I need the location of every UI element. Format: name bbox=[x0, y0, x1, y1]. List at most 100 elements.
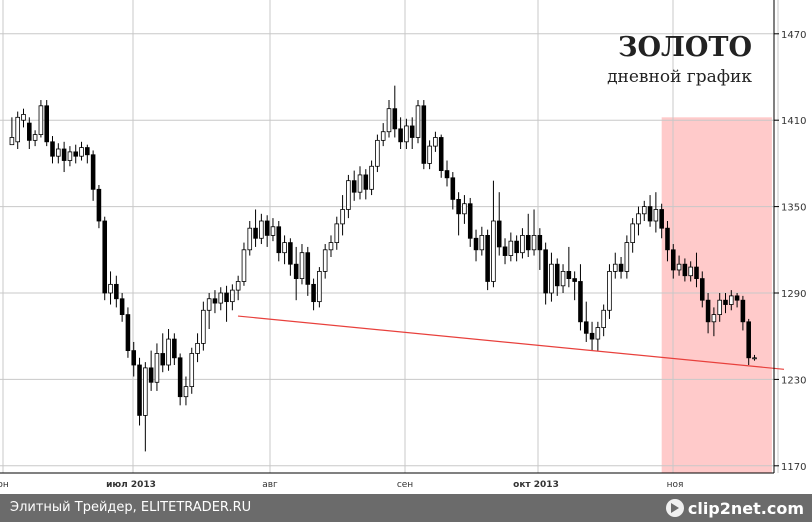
candle-body bbox=[282, 242, 287, 254]
candle-body bbox=[589, 332, 595, 340]
candle-body bbox=[375, 139, 380, 167]
candle-body bbox=[224, 292, 229, 303]
candle-body bbox=[15, 116, 20, 143]
candle-body bbox=[572, 278, 577, 282]
y-tick-label: 1170 bbox=[781, 462, 806, 473]
candle-body bbox=[276, 226, 282, 254]
y-tick-label: 1410 bbox=[781, 116, 806, 127]
candle-body bbox=[566, 270, 572, 279]
candle-body bbox=[618, 263, 624, 272]
candle-body bbox=[230, 289, 235, 303]
candle-body bbox=[85, 147, 90, 156]
candle-body bbox=[485, 234, 490, 282]
candle-body bbox=[473, 237, 479, 251]
clip2net-logo[interactable]: clip2net.com bbox=[665, 497, 804, 519]
logo-text: clip2net.com bbox=[687, 498, 804, 518]
candle-body bbox=[554, 263, 560, 287]
candle-body bbox=[479, 234, 485, 251]
candle-body bbox=[235, 281, 241, 291]
candle-body bbox=[177, 357, 183, 398]
candle-body bbox=[607, 270, 612, 311]
candle-body bbox=[108, 283, 113, 294]
candle-body bbox=[183, 386, 189, 398]
candle-body bbox=[560, 270, 566, 287]
candle-body bbox=[450, 177, 456, 200]
candle-body bbox=[317, 270, 322, 303]
highlight-zone bbox=[661, 117, 772, 473]
candle-body bbox=[154, 353, 160, 383]
candle-body bbox=[595, 327, 601, 340]
candle-body bbox=[641, 206, 647, 215]
candle-body bbox=[241, 249, 247, 282]
candle-body bbox=[102, 220, 108, 294]
candle-body bbox=[79, 147, 84, 157]
x-tick-label: июл 2013 bbox=[106, 480, 156, 490]
candle-body bbox=[27, 122, 32, 141]
candle-body bbox=[363, 174, 369, 190]
candle-body bbox=[496, 220, 502, 248]
candle-body bbox=[218, 292, 224, 304]
candle-body bbox=[636, 213, 641, 225]
candle-body bbox=[392, 108, 398, 130]
candle-body bbox=[647, 206, 653, 222]
y-tick-label: 1230 bbox=[781, 375, 806, 386]
candle-body bbox=[166, 338, 171, 366]
candle-body bbox=[444, 170, 450, 179]
candle-body bbox=[415, 105, 421, 138]
candle-body bbox=[699, 278, 705, 301]
y-tick-label: 1290 bbox=[781, 289, 806, 300]
candle-body bbox=[404, 125, 409, 143]
y-tick-label: 1350 bbox=[781, 203, 806, 214]
candlestick-chart: 1170 1230 1290 1350 1410 1470 он июл 2013 авг сен… bbox=[0, 0, 806, 490]
play-circle-icon bbox=[665, 499, 684, 517]
candle-body bbox=[131, 350, 137, 366]
candle-body bbox=[38, 105, 44, 136]
candle-body bbox=[578, 281, 583, 323]
axes: 1170 1230 1290 1350 1410 1470 он июл 2013 авг сен… bbox=[0, 0, 806, 490]
candle-body bbox=[723, 299, 728, 305]
candle-body bbox=[259, 220, 264, 239]
x-tick-label: сен bbox=[397, 480, 413, 490]
candle-body bbox=[462, 203, 467, 215]
candle-body bbox=[172, 338, 177, 359]
candle-body bbox=[427, 145, 432, 164]
candle-body bbox=[357, 174, 363, 193]
candle-body bbox=[305, 252, 311, 285]
candle-body bbox=[729, 295, 734, 305]
support-trendline bbox=[237, 315, 785, 370]
candle-body bbox=[148, 367, 154, 383]
candle-body bbox=[201, 309, 206, 344]
candle-body bbox=[96, 188, 102, 222]
x-tick-label: он bbox=[0, 480, 9, 490]
candles bbox=[9, 85, 757, 452]
candle-body bbox=[670, 249, 676, 271]
candle-body bbox=[630, 223, 635, 244]
candle-body bbox=[612, 263, 618, 272]
candle-body bbox=[253, 227, 258, 239]
candle-body bbox=[438, 137, 444, 171]
candle-body bbox=[746, 321, 751, 359]
candle-body bbox=[334, 223, 340, 244]
candle-body bbox=[119, 298, 125, 316]
candle-body bbox=[125, 314, 131, 352]
x-tick-label: ноя bbox=[667, 480, 684, 490]
candle-body bbox=[659, 209, 664, 229]
trendline bbox=[237, 315, 785, 370]
candle-body bbox=[502, 246, 508, 256]
footer-bar: Элитный Трейдер, ELITETRADER.RU clip2net… bbox=[0, 494, 812, 522]
candle-body bbox=[525, 234, 531, 251]
candle-body bbox=[665, 227, 670, 251]
candle-body bbox=[467, 203, 473, 239]
candle-body bbox=[299, 252, 305, 279]
candle-body bbox=[433, 137, 438, 147]
candle-body bbox=[734, 295, 740, 301]
chart-subtitle: дневной график bbox=[607, 67, 752, 87]
candle-body bbox=[421, 105, 427, 164]
candle-body bbox=[189, 353, 195, 388]
candle-body bbox=[32, 134, 38, 141]
candle-body bbox=[311, 283, 316, 303]
candle-body bbox=[9, 137, 15, 146]
candle-body bbox=[601, 309, 606, 328]
candle-body bbox=[398, 128, 403, 143]
highlight-rect bbox=[661, 117, 772, 473]
